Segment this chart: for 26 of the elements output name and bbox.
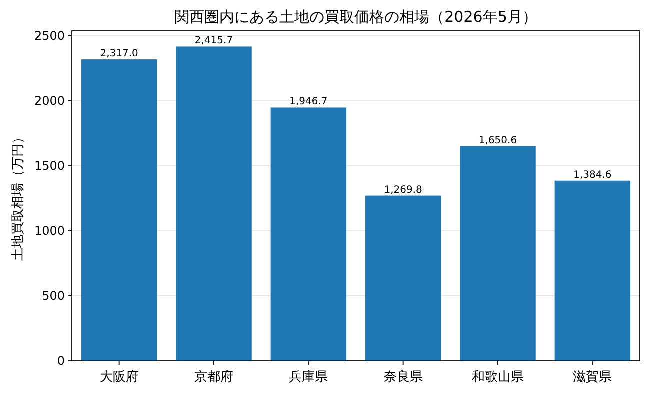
- data-label: 1,650.6: [478, 135, 518, 146]
- y-tick-label: 0: [57, 354, 65, 368]
- data-label: 1,269.8: [384, 184, 422, 196]
- bar: [81, 60, 158, 361]
- bar: [365, 196, 442, 361]
- bar: [176, 46, 252, 361]
- x-tick-label: 兵庫県: [289, 369, 328, 385]
- data-label: 2,415.7: [194, 36, 234, 47]
- x-tick-label: 和歌山県: [472, 370, 524, 385]
- data-label: 2,317.0: [100, 48, 138, 60]
- x-tick-label: 滋賀県: [573, 370, 612, 385]
- y-axis-title: 土地買取相場（万円）: [11, 131, 26, 261]
- data-label: 1,946.7: [290, 96, 328, 108]
- x-tick-label: 大阪府: [100, 369, 139, 385]
- data-label: 1,384.6: [574, 170, 612, 181]
- y-tick-label: 500: [42, 289, 65, 304]
- bar: [554, 180, 631, 361]
- y-tick-label: 2000: [34, 94, 65, 108]
- bar: [270, 108, 347, 361]
- bar: [460, 146, 536, 361]
- y-tick-label: 1500: [34, 159, 65, 174]
- chart-title: 関西圏内にある土地の買取価格の相場（2026年5月）: [174, 8, 538, 26]
- y-tick-label: 1000: [34, 224, 65, 238]
- y-tick-label: 2500: [34, 28, 65, 43]
- x-tick-label: 奈良県: [384, 370, 423, 385]
- x-tick-label: 京都府: [194, 369, 234, 385]
